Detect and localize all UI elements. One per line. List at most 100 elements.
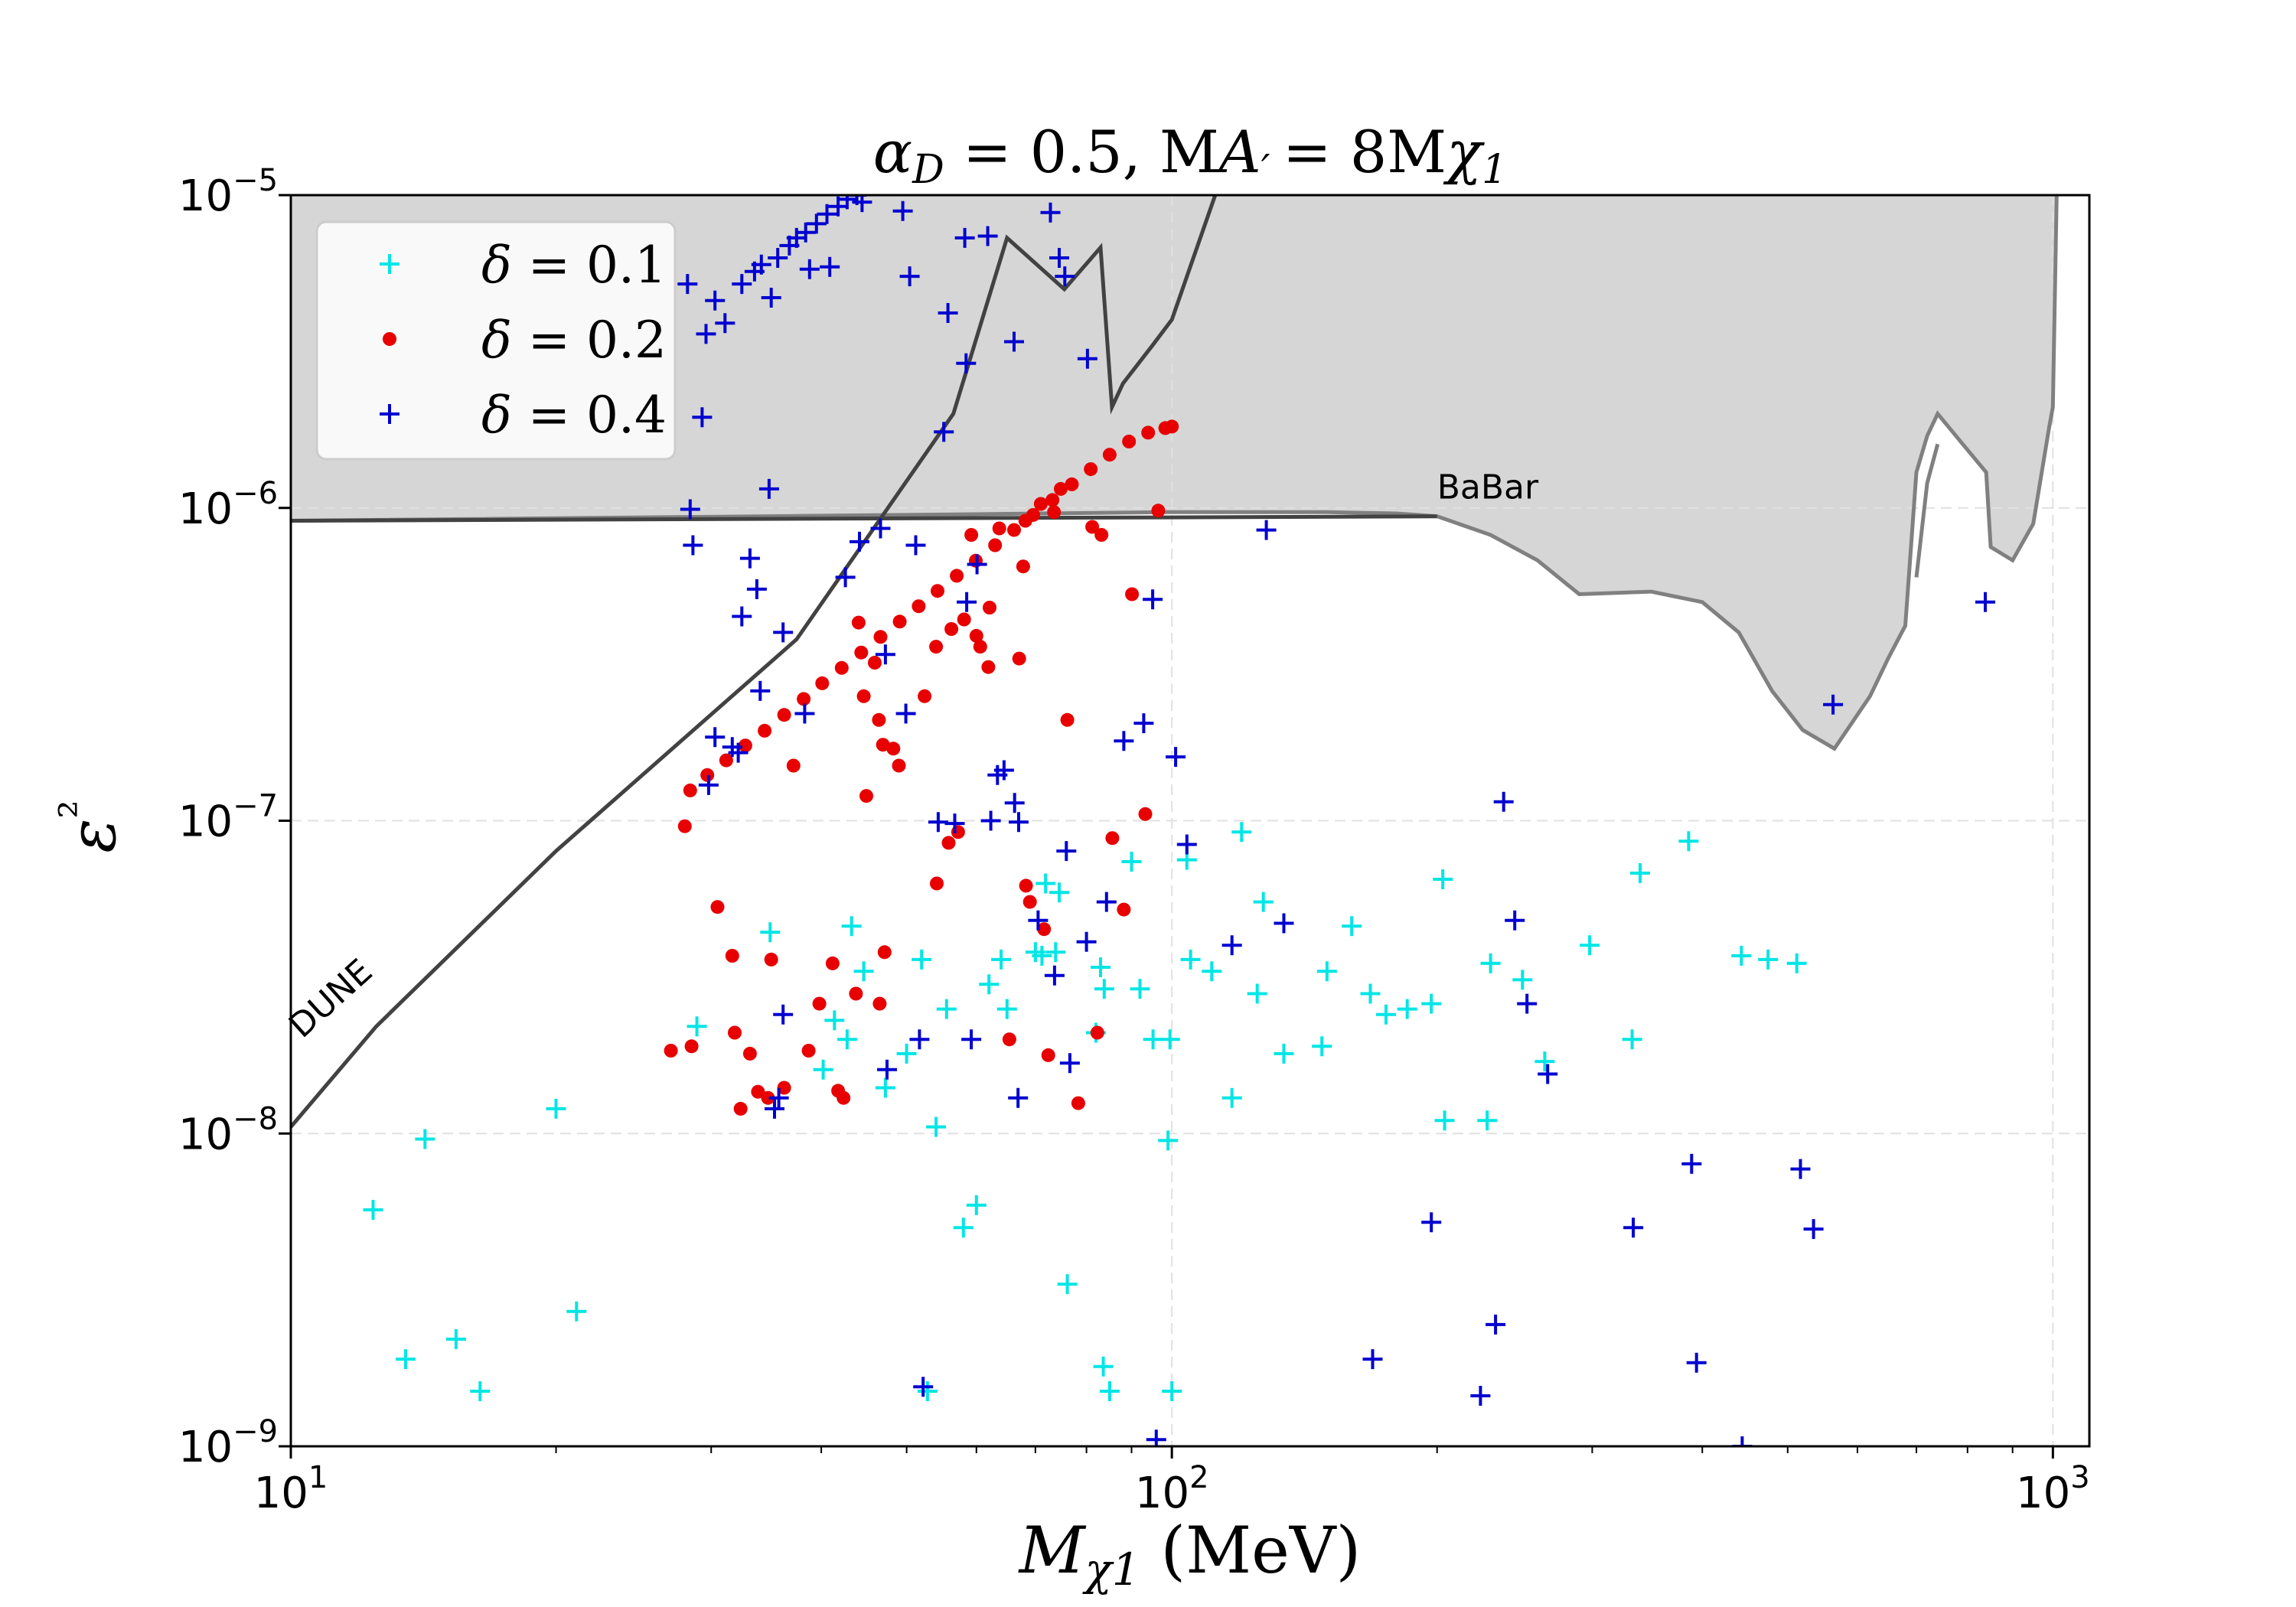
data-point	[931, 584, 944, 598]
data-point	[957, 592, 977, 612]
data-point	[738, 738, 752, 753]
series-2	[664, 419, 1179, 1116]
data-point	[786, 758, 801, 773]
excluded-region	[291, 195, 2057, 749]
data-point	[1022, 895, 1037, 909]
data-point	[905, 535, 926, 556]
data-point	[812, 996, 827, 1011]
data-point	[1159, 1029, 1180, 1050]
data-point	[1019, 878, 1033, 893]
legend-item-1: δ = 0.1	[380, 236, 667, 295]
data-point	[912, 949, 932, 970]
data-point	[913, 1377, 934, 1397]
data-point	[733, 1101, 748, 1116]
data-point	[664, 1044, 678, 1058]
data-point	[683, 535, 703, 556]
data-point	[817, 204, 837, 224]
data-point	[806, 214, 827, 234]
data-point	[1059, 1053, 1080, 1074]
x-tick-label: 101	[254, 1460, 328, 1518]
data-point	[1094, 979, 1114, 999]
data-point	[983, 601, 996, 614]
data-point	[1681, 1153, 1702, 1174]
data-point	[719, 753, 733, 768]
data-point	[956, 353, 977, 373]
data-point	[950, 569, 964, 583]
data-point	[732, 606, 752, 627]
data-point	[363, 1200, 383, 1220]
data-point	[899, 266, 920, 287]
data-point	[696, 324, 716, 344]
data-point	[764, 952, 778, 966]
data-point	[1105, 831, 1120, 846]
data-point	[1040, 202, 1061, 223]
legend-box	[315, 220, 677, 461]
data-point	[795, 222, 816, 243]
data-point	[1084, 462, 1098, 477]
data-point	[875, 1077, 895, 1098]
data-point	[1517, 993, 1538, 1014]
y-tick-label: 10−7	[178, 789, 278, 847]
data-point	[1758, 949, 1779, 970]
data-point	[1162, 1381, 1182, 1401]
data-point	[794, 703, 815, 724]
data-point	[1580, 935, 1600, 956]
data-point	[1025, 942, 1045, 963]
data-point	[777, 708, 791, 722]
data-point	[1056, 841, 1077, 862]
data-point	[1433, 869, 1453, 889]
data-point	[1253, 892, 1274, 912]
data-point	[850, 531, 869, 552]
x-axis-title: Mχ1 (MeV)	[1018, 1513, 1362, 1596]
data-point	[1421, 1212, 1442, 1233]
data-point	[870, 518, 891, 539]
data-point	[1093, 1356, 1114, 1377]
data-point	[1362, 1349, 1383, 1370]
data-point	[966, 1195, 987, 1215]
data-point	[877, 945, 892, 960]
data-point	[1221, 935, 1242, 956]
babar-flat-edge	[291, 514, 1437, 523]
data-point	[875, 644, 895, 665]
data-point	[991, 949, 1012, 970]
data-point	[1090, 1025, 1104, 1040]
data-point	[1049, 882, 1069, 903]
data-point	[892, 614, 907, 629]
data-point	[981, 660, 996, 674]
data-point	[705, 727, 726, 748]
data-point	[1202, 961, 1222, 982]
data-point	[1731, 946, 1752, 966]
data-point	[1041, 1048, 1055, 1062]
data-point	[964, 528, 979, 542]
data-point	[969, 628, 983, 643]
data-point	[1028, 910, 1049, 931]
data-point	[856, 689, 871, 703]
data-point	[799, 259, 820, 279]
data-point	[1623, 1217, 1644, 1238]
data-point	[918, 689, 932, 703]
legend-label: δ = 0.2	[481, 311, 667, 370]
data-point	[415, 1129, 435, 1149]
data-point	[834, 660, 849, 675]
y-tick-label: 10−8	[178, 1101, 278, 1159]
data-point	[1007, 523, 1021, 537]
data-point	[895, 703, 916, 724]
data-point	[1166, 747, 1186, 768]
data-point	[1138, 807, 1153, 821]
data-point	[1247, 983, 1267, 1004]
y-tick-label: 10−5	[178, 163, 278, 221]
data-point	[1678, 831, 1699, 852]
data-point	[1360, 983, 1381, 1004]
data-point	[1221, 1087, 1242, 1108]
data-point	[750, 680, 771, 701]
data-point	[1176, 834, 1197, 855]
data-point	[859, 789, 873, 804]
data-point	[926, 1116, 947, 1137]
region-label-dune: DUNE	[282, 952, 380, 1046]
data-point	[957, 612, 971, 627]
data-point	[1342, 916, 1362, 937]
legend-label: δ = 0.1	[481, 236, 667, 295]
data-point	[1009, 812, 1029, 833]
data-point	[1033, 497, 1048, 511]
